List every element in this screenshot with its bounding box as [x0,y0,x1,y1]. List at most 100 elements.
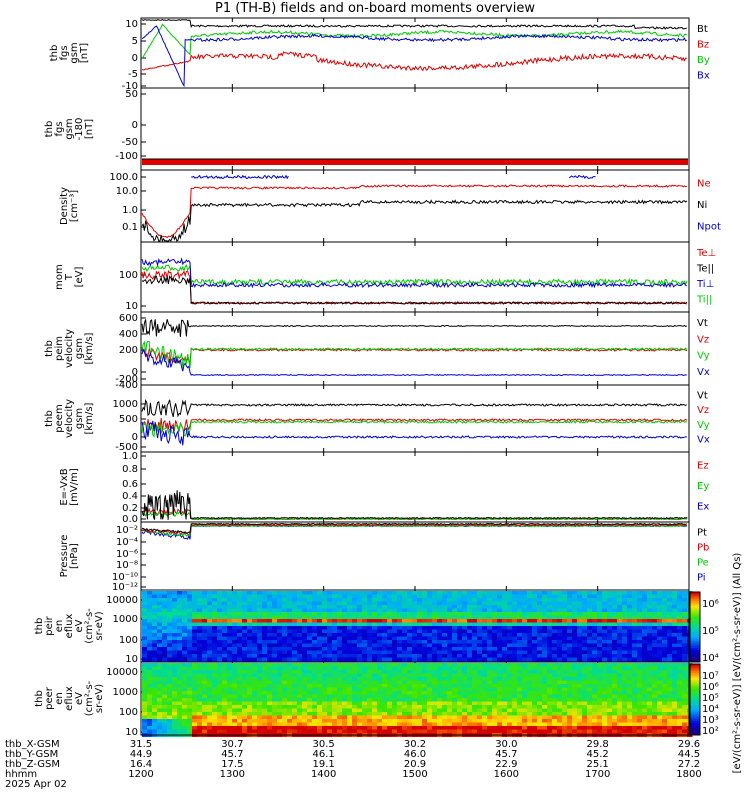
spectrogram-cell [212,698,218,702]
spectrogram-cell [247,726,253,730]
spectrogram-cell [262,612,268,616]
spectrogram-cell [417,722,423,727]
spectrogram-cell [397,647,403,651]
spectrogram-cell [192,654,198,658]
spectrogram-cell [442,615,448,620]
spectrogram-cell [512,677,518,681]
spectrogram-cell [677,670,683,674]
spectrogram-cell [182,626,188,630]
spectrogram-cell [617,663,623,667]
spectrogram-cell [252,729,258,734]
spectrogram-cell [577,640,583,644]
spectrogram-cell [387,684,393,688]
spectrogram-cell [597,722,603,727]
spectrogram-cell [222,719,228,723]
y-axis-label: eV [74,692,85,705]
spectrogram-cell [337,654,343,658]
spectrogram-cell [557,626,563,630]
spectrogram-cell [162,598,168,602]
spectrogram-cell [187,729,193,734]
spectrogram-cell [227,594,233,599]
spectrogram-cell [607,684,613,688]
spectrogram-cell [447,626,453,630]
spectrogram-cell [632,712,638,716]
spectrogram-cell [172,633,178,637]
spectrogram-cell [572,705,578,709]
spectrogram-cell [667,684,673,688]
spectrogram-cell [282,650,288,655]
spectrogram-cell [317,612,323,616]
spectrogram-cell [362,608,368,613]
spectrogram-cell [497,708,503,713]
spectrogram-cell [532,633,538,637]
spectrogram-cell [332,650,338,655]
spectrogram-cell [252,694,258,699]
spectrogram-cell [567,608,573,613]
spectrogram-cell [557,726,563,730]
spectrogram-cell [602,663,608,667]
spectrogram-cell [382,687,388,692]
spectrogram-cell [467,712,473,716]
spectrogram-cell [497,698,503,702]
spectrogram-cell [337,619,343,623]
spectrogram-cell [307,650,313,655]
spectrogram-cell [677,657,683,662]
spectrogram-cell [197,726,203,730]
spectrogram-cell [272,640,278,644]
spectrogram-cell [622,657,628,662]
spectrogram-cell [527,698,533,702]
spectrogram-cell [372,633,378,637]
spectrogram-cell [307,705,313,709]
panel-frame [140,17,690,89]
spectrogram-cell [592,705,598,709]
spectrogram-cell [482,687,488,692]
spectrogram-cell [552,719,558,723]
spectrogram-cell [512,647,518,651]
spectrogram-cell [172,591,178,595]
spectrogram-cell [552,729,558,734]
spectrogram-cell [667,691,673,695]
spectrogram-cell [592,615,598,620]
spectrogram-cell [217,629,223,634]
spectrogram-cell [332,622,338,627]
spectrogram-cell [497,680,503,685]
spectrogram-cell [377,729,383,734]
spectrogram-cell [452,619,458,623]
spectrogram-cell [162,626,168,630]
spectrogram-cell [227,608,233,613]
spectrogram-cell [637,636,643,641]
spectrogram-cell [392,677,398,681]
spectrogram-cell [582,619,588,623]
spectrogram-cell [527,687,533,692]
spectrogram-cell [382,636,388,641]
spectrogram-cell [347,657,353,662]
spectrogram-cell [627,640,633,644]
spectrogram-cell [472,605,478,609]
spectrogram-cell [522,705,528,709]
spectrogram-cell [547,598,553,602]
spectrogram-cell [362,636,368,641]
spectrogram-cell [547,719,553,723]
spectrogram-cell [247,712,253,716]
spectrogram-cell [367,633,373,637]
spectrogram-cell [297,598,303,602]
spectrogram-cell [357,647,363,651]
spectrogram-cell [237,698,243,702]
spectrogram-cell [657,598,663,602]
spectrogram-cell [592,698,598,702]
spectrogram-cell [617,647,623,651]
spectrogram-cell [352,722,358,727]
spectrogram-cell [237,591,243,595]
spectrogram-cell [667,591,673,595]
spectrogram-cell [317,643,323,648]
series-vt [141,399,687,418]
spectrogram-cell [557,601,563,606]
spectrogram-cell [282,612,288,616]
spectrogram-cell [547,619,553,623]
spectrogram-cell [377,629,383,634]
spectrogram-cell [557,719,563,723]
spectrogram-cell [612,698,618,702]
spectrogram-cell [357,715,363,720]
spectrogram-cell [577,636,583,641]
spectrogram-cell [342,684,348,688]
